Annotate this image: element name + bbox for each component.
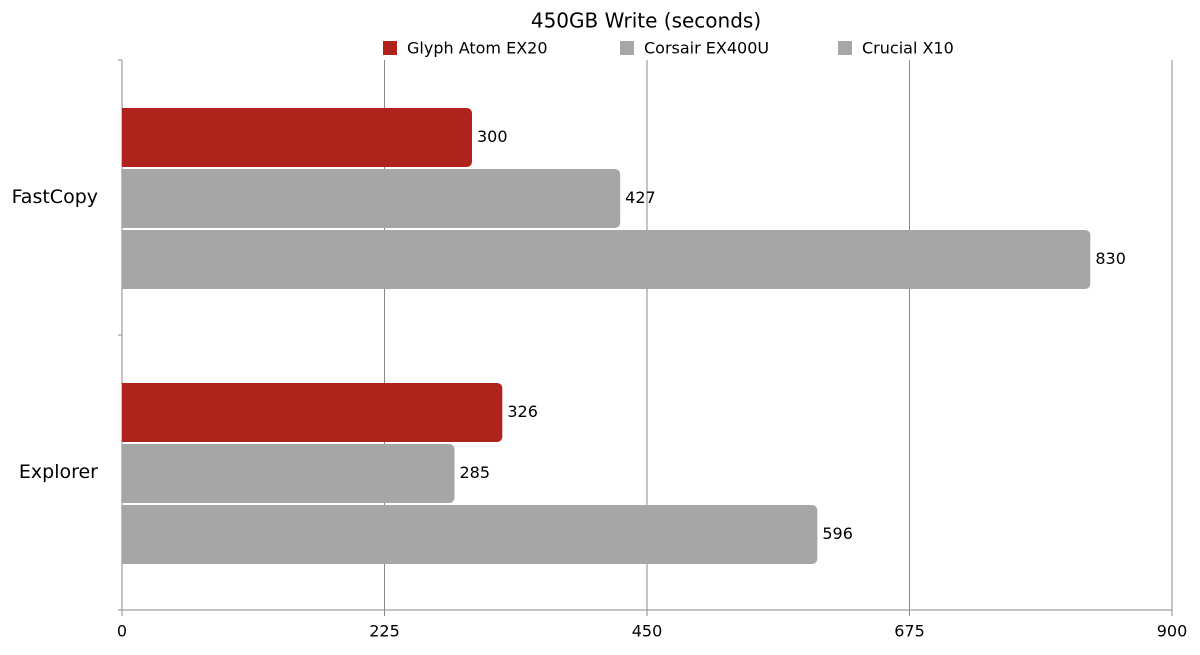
y-tick-label: Explorer <box>19 461 98 483</box>
x-tick-label: 450 <box>632 622 663 641</box>
legend-label: Corsair EX400U <box>644 39 769 58</box>
data-label: 596 <box>822 524 853 543</box>
data-label: 285 <box>460 463 491 482</box>
x-tick-label: 900 <box>1157 622 1188 641</box>
y-tick-label: FastCopy <box>12 186 98 208</box>
legend-swatch <box>383 41 397 55</box>
data-label: 300 <box>477 127 508 146</box>
legend-swatch <box>620 41 634 55</box>
bar <box>122 383 503 442</box>
data-label: 830 <box>1095 249 1126 268</box>
bar <box>122 444 455 503</box>
bar <box>122 108 472 167</box>
legend-swatch <box>838 41 852 55</box>
data-label: 427 <box>625 188 656 207</box>
bar <box>122 505 818 564</box>
data-label: 326 <box>507 402 538 421</box>
legend-label: Glyph Atom EX20 <box>407 39 548 58</box>
chart-title: 450GB Write (seconds) <box>531 9 761 33</box>
bar <box>122 169 621 228</box>
x-tick-label: 675 <box>894 622 925 641</box>
bar <box>122 230 1091 289</box>
legend-label: Crucial X10 <box>862 39 954 58</box>
x-tick-label: 225 <box>369 622 400 641</box>
x-tick-label: 0 <box>117 622 127 641</box>
